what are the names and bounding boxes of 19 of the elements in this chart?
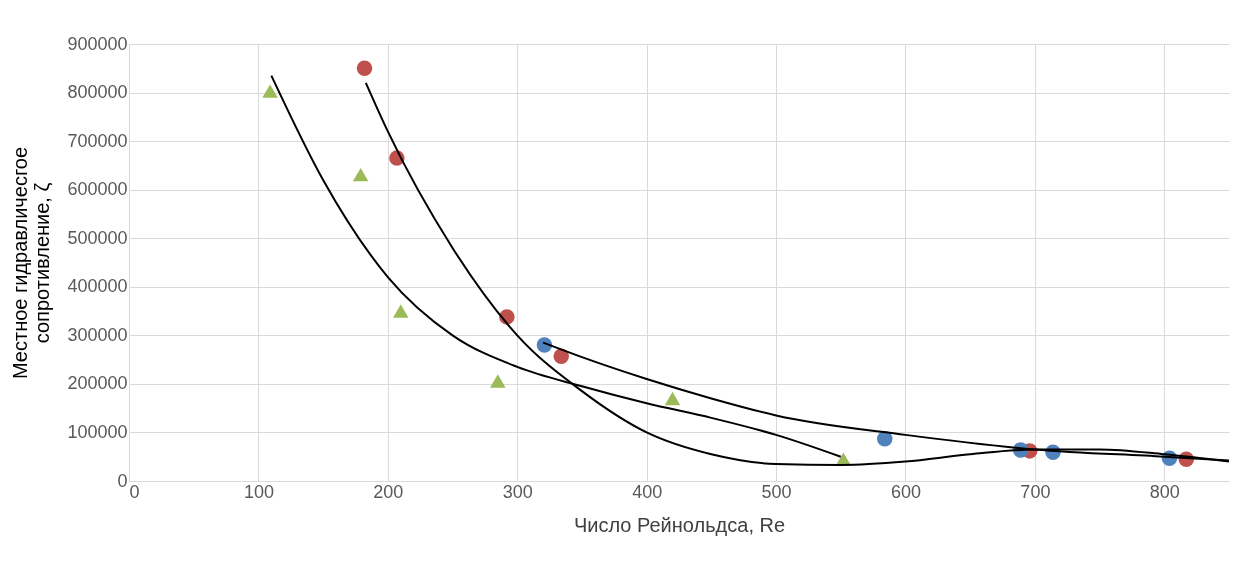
y-tick-label: 500000 bbox=[67, 227, 128, 248]
y-tick-label: 200000 bbox=[67, 373, 128, 394]
x-tick-label: 300 bbox=[502, 481, 533, 502]
x-tick-label: 700 bbox=[1020, 481, 1051, 502]
y-tick-label: 300000 bbox=[67, 324, 128, 345]
y-tick-label: 600000 bbox=[67, 179, 128, 200]
x-tick-label: 100 bbox=[243, 481, 274, 502]
x-tick-label: 600 bbox=[890, 481, 921, 502]
x-axis-title: Число Рейнольдса, Re bbox=[573, 513, 786, 536]
y-tick-label: 400000 bbox=[67, 276, 128, 297]
y-tick-label: 700000 bbox=[67, 130, 128, 151]
y-tick-label: 800000 bbox=[67, 82, 128, 103]
y-axis-title: Местное гидравличесгое сопротивление, ζ bbox=[9, 146, 54, 380]
y-tick-label: 900000 bbox=[67, 33, 128, 54]
x-tick-label: 400 bbox=[632, 481, 663, 502]
x-tick-label: 500 bbox=[761, 481, 792, 502]
x-tick-label: 800 bbox=[1149, 481, 1180, 502]
y-tick-label: 100000 bbox=[67, 421, 128, 442]
x-tick-label: 200 bbox=[373, 481, 404, 502]
